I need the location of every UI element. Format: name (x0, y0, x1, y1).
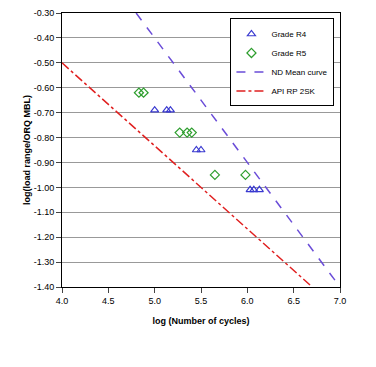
svg-text:7.0: 7.0 (334, 296, 347, 306)
svg-text:-0.60: -0.60 (34, 83, 55, 93)
svg-text:4.0: 4.0 (56, 296, 69, 306)
svg-text:Grade R5: Grade R5 (271, 49, 306, 58)
svg-text:-1.40: -1.40 (34, 282, 55, 292)
svg-text:Grade R4: Grade R4 (271, 30, 306, 39)
svg-text:-0.30: -0.30 (34, 8, 55, 18)
svg-text:-1.10: -1.10 (34, 207, 55, 217)
svg-text:API RP 2SK: API RP 2SK (271, 87, 315, 96)
svg-text:-0.40: -0.40 (34, 33, 55, 43)
svg-text:ND Mean curve: ND Mean curve (271, 68, 327, 77)
svg-text:log (Number of cycles): log (Number of cycles) (152, 316, 249, 326)
svg-text:6.5: 6.5 (287, 296, 300, 306)
svg-text:-0.80: -0.80 (34, 133, 55, 143)
svg-text:-0.50: -0.50 (34, 58, 55, 68)
svg-text:4.5: 4.5 (102, 296, 115, 306)
svg-text:-1.00: -1.00 (34, 183, 55, 193)
svg-text:log(load range/ORQ MBL): log(load range/ORQ MBL) (22, 95, 32, 205)
svg-text:5.5: 5.5 (195, 296, 208, 306)
svg-text:-0.90: -0.90 (34, 158, 55, 168)
svg-text:-1.20: -1.20 (34, 232, 55, 242)
svg-text:-1.30: -1.30 (34, 257, 55, 267)
svg-text:5.0: 5.0 (148, 296, 161, 306)
svg-text:6.0: 6.0 (241, 296, 254, 306)
svg-text:-0.70: -0.70 (34, 108, 55, 118)
